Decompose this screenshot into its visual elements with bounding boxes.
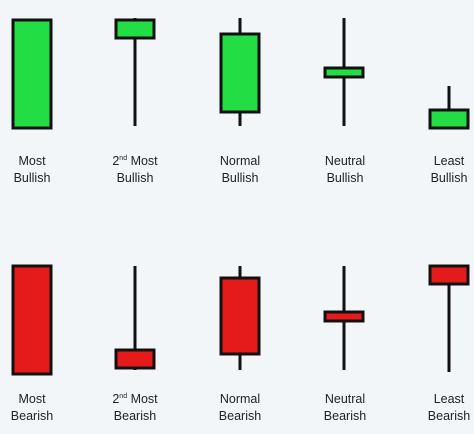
caption-sentiment: Bullish bbox=[401, 170, 474, 187]
caption-rank: Least bbox=[401, 153, 474, 170]
caption-sentiment: Bullish bbox=[0, 170, 80, 187]
least-bullish-candle bbox=[430, 86, 468, 128]
neutral-bullish-candle bbox=[325, 18, 363, 126]
2nd-most-bearish-candle bbox=[116, 266, 154, 370]
caption-rank: Least bbox=[401, 391, 474, 408]
caption-rank: 2nd Most bbox=[87, 153, 183, 170]
caption-sentiment: Bullish bbox=[297, 170, 393, 187]
candle-body bbox=[430, 110, 468, 128]
caption-normal-bearish: Normal Bearish bbox=[192, 391, 288, 425]
caption-rank: 2nd Most bbox=[87, 391, 183, 408]
caption-sentiment: Bullish bbox=[192, 170, 288, 187]
caption-normal-bullish: Normal Bullish bbox=[192, 153, 288, 187]
caption-neutral-bearish: Neutral Bearish bbox=[297, 391, 393, 425]
candle-body bbox=[221, 278, 259, 354]
caption-most-bullish: Most Bullish bbox=[0, 153, 80, 187]
most-bearish-candle bbox=[13, 266, 51, 374]
candle-body bbox=[116, 350, 154, 368]
most-bullish-candle bbox=[13, 20, 51, 128]
caption-least-bullish: Least Bullish bbox=[401, 153, 474, 187]
candle-body bbox=[13, 20, 51, 128]
normal-bullish-candle bbox=[221, 18, 259, 126]
caption-neutral-bullish: Neutral Bullish bbox=[297, 153, 393, 187]
least-bearish-candle bbox=[430, 266, 468, 372]
2nd-most-bullish-candle bbox=[116, 18, 154, 126]
candle-body bbox=[325, 312, 363, 321]
caption-rank: Most bbox=[0, 153, 80, 170]
candle-body bbox=[430, 266, 468, 284]
candle-body bbox=[221, 34, 259, 112]
caption-sentiment: Bullish bbox=[87, 170, 183, 187]
candle-body bbox=[116, 20, 154, 38]
caption-rank: Neutral bbox=[297, 391, 393, 408]
neutral-bearish-candle bbox=[325, 266, 363, 370]
caption-sentiment: Bearish bbox=[87, 408, 183, 425]
caption-rank: Normal bbox=[192, 153, 288, 170]
caption-2nd-most-bearish: 2nd Most Bearish bbox=[87, 391, 183, 425]
candle-body bbox=[325, 68, 363, 77]
caption-sentiment: Bearish bbox=[401, 408, 474, 425]
caption-most-bearish: Most Bearish bbox=[0, 391, 80, 425]
normal-bearish-candle bbox=[221, 266, 259, 370]
caption-rank: Normal bbox=[192, 391, 288, 408]
caption-2nd-most-bullish: 2nd Most Bullish bbox=[87, 153, 183, 187]
caption-sentiment: Bearish bbox=[297, 408, 393, 425]
caption-rank: Neutral bbox=[297, 153, 393, 170]
caption-least-bearish: Least Bearish bbox=[401, 391, 474, 425]
caption-sentiment: Bearish bbox=[0, 408, 80, 425]
candle-body bbox=[13, 266, 51, 374]
caption-rank: Most bbox=[0, 391, 80, 408]
caption-sentiment: Bearish bbox=[192, 408, 288, 425]
